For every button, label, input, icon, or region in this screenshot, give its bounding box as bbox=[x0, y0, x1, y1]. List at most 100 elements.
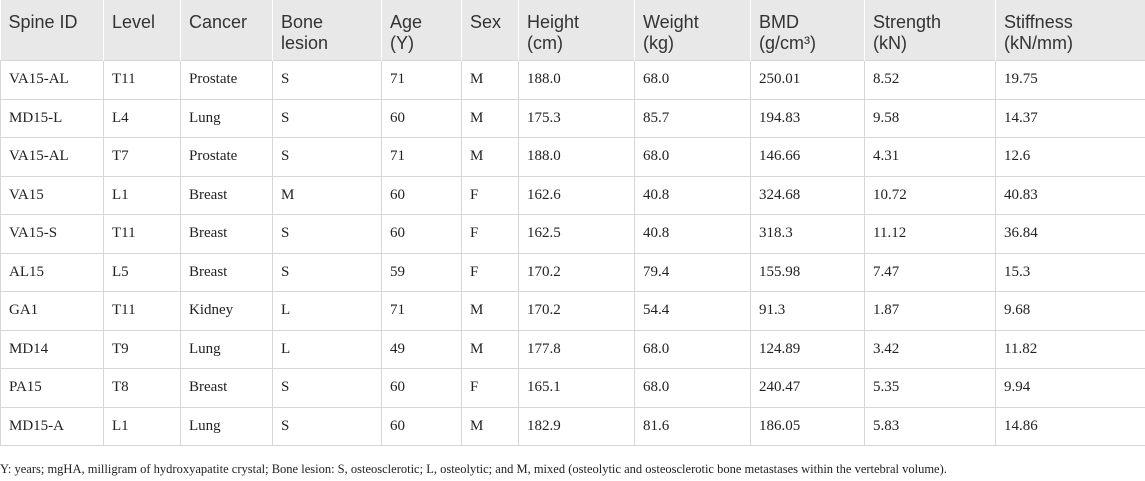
footnote: Y: years; mgHA, milligram of hydroxyapat… bbox=[0, 462, 947, 476]
header-cell: Stiffness (kN/mm) bbox=[995, 0, 1145, 61]
table-cell: 12.6 bbox=[995, 137, 1145, 177]
table-cell: T8 bbox=[103, 368, 181, 408]
table-cell: M bbox=[461, 291, 519, 331]
table-cell: 324.68 bbox=[750, 175, 865, 215]
table-cell: 60 bbox=[381, 175, 462, 215]
table-cell: MD15-A bbox=[0, 406, 104, 446]
table-cell: 60 bbox=[381, 214, 462, 254]
table-row: VA15-AL T11 Prostate S 71 M 188.0 68.0 250.01 8.5… bbox=[0, 60, 1145, 100]
header-cell: Cancer bbox=[180, 0, 273, 61]
header-cell: Spine ID bbox=[0, 0, 104, 61]
data-table: Spine ID Level Cancer Bone lesion Age (Y) Sex… bbox=[0, 0, 1145, 446]
table-cell: 250.01 bbox=[750, 60, 865, 100]
header-cell: Weight (kg) bbox=[634, 0, 751, 61]
header-cell: Bone lesion bbox=[272, 0, 382, 61]
table-cell: 3.42 bbox=[864, 329, 996, 369]
table-cell: Prostate bbox=[180, 60, 273, 100]
header-cell: BMD (g/cm³) bbox=[750, 0, 865, 61]
table-cell: Lung bbox=[180, 98, 273, 138]
table-cell: 177.8 bbox=[518, 329, 635, 369]
table-cell: 165.1 bbox=[518, 368, 635, 408]
table-row: VA15-AL T7 Prostate S 71 M 188.0 68.0 146.66 4.31… bbox=[0, 137, 1145, 177]
table-cell: 71 bbox=[381, 60, 462, 100]
table-cell: T9 bbox=[103, 329, 181, 369]
table-cell: 36.84 bbox=[995, 214, 1145, 254]
table-cell: M bbox=[461, 60, 519, 100]
table-cell: 170.2 bbox=[518, 252, 635, 292]
table-cell: MD14 bbox=[0, 329, 104, 369]
table-cell: 60 bbox=[381, 406, 462, 446]
header-cell: Height (cm) bbox=[518, 0, 635, 61]
table-cell: 11.82 bbox=[995, 329, 1145, 369]
table-cell: 124.89 bbox=[750, 329, 865, 369]
table-cell: Lung bbox=[180, 329, 273, 369]
table-cell: 60 bbox=[381, 98, 462, 138]
header-cell: Sex bbox=[461, 0, 519, 61]
table-cell: 71 bbox=[381, 137, 462, 177]
header-cell: Age (Y) bbox=[381, 0, 462, 61]
table-row: MD15-A L1 Lung S 60 M 182.9 81.6 186.05 5.83 14.86 bbox=[0, 406, 1145, 446]
table-cell: 9.94 bbox=[995, 368, 1145, 408]
table-cell: 81.6 bbox=[634, 406, 751, 446]
table-cell: Kidney bbox=[180, 291, 273, 331]
table-cell: F bbox=[461, 252, 519, 292]
table-row: AL15 L5 Breast S 59 F 170.2 79.4 155.98 7.47 15.3 bbox=[0, 252, 1145, 292]
table-cell: F bbox=[461, 368, 519, 408]
table-row: VA15 L1 Breast M 60 F 162.6 40.8 324.68 10.72 40.8… bbox=[0, 175, 1145, 215]
table-cell: L bbox=[272, 329, 382, 369]
table-cell: S bbox=[272, 214, 382, 254]
table-row: VA15-S T11 Breast S 60 F 162.5 40.8 318.3 11.12 36… bbox=[0, 214, 1145, 254]
table-cell: PA15 bbox=[0, 368, 104, 408]
table-cell: Breast bbox=[180, 368, 273, 408]
table-cell: Lung bbox=[180, 406, 273, 446]
table-cell: 162.6 bbox=[518, 175, 635, 215]
table-row: MD14 T9 Lung L 49 M 177.8 68.0 124.89 3.42 11.82 bbox=[0, 329, 1145, 369]
table-cell: T11 bbox=[103, 291, 181, 331]
table-cell: F bbox=[461, 175, 519, 215]
table-cell: 71 bbox=[381, 291, 462, 331]
table-cell: 146.66 bbox=[750, 137, 865, 177]
table-cell: L4 bbox=[103, 98, 181, 138]
table-cell: L1 bbox=[103, 406, 181, 446]
table-cell: 10.72 bbox=[864, 175, 996, 215]
table-cell: 68.0 bbox=[634, 137, 751, 177]
table-cell: 155.98 bbox=[750, 252, 865, 292]
table-row: GA1 T11 Kidney L 71 M 170.2 54.4 91.3 1.87 9.68 bbox=[0, 291, 1145, 331]
table-cell: MD15-L bbox=[0, 98, 104, 138]
table-cell: 11.12 bbox=[864, 214, 996, 254]
header-row: Spine ID Level Cancer Bone lesion Age (Y) Sex… bbox=[0, 0, 1145, 61]
table-cell: 15.3 bbox=[995, 252, 1145, 292]
table-cell: 91.3 bbox=[750, 291, 865, 331]
table-cell: T11 bbox=[103, 214, 181, 254]
table-cell: Prostate bbox=[180, 137, 273, 177]
table-cell: L bbox=[272, 291, 382, 331]
table-cell: Breast bbox=[180, 252, 273, 292]
table-cell: 60 bbox=[381, 368, 462, 408]
table-cell: L1 bbox=[103, 175, 181, 215]
table-cell: 59 bbox=[381, 252, 462, 292]
table-cell: 40.8 bbox=[634, 175, 751, 215]
table-cell: 85.7 bbox=[634, 98, 751, 138]
table-cell: 4.31 bbox=[864, 137, 996, 177]
table-cell: S bbox=[272, 406, 382, 446]
table-cell: M bbox=[272, 175, 382, 215]
table-cell: VA15-S bbox=[0, 214, 104, 254]
header-cell: Strength (kN) bbox=[864, 0, 996, 61]
table-cell: S bbox=[272, 137, 382, 177]
table-cell: 68.0 bbox=[634, 60, 751, 100]
table-cell: L5 bbox=[103, 252, 181, 292]
table-cell: VA15-AL bbox=[0, 60, 104, 100]
table-cell: 9.58 bbox=[864, 98, 996, 138]
table-cell: 194.83 bbox=[750, 98, 865, 138]
table-cell: M bbox=[461, 406, 519, 446]
table-cell: 9.68 bbox=[995, 291, 1145, 331]
table-cell: 175.3 bbox=[518, 98, 635, 138]
table-cell: S bbox=[272, 98, 382, 138]
table-cell: S bbox=[272, 252, 382, 292]
table-row: MD15-L L4 Lung S 60 M 175.3 85.7 194.83 9.58 14.37 bbox=[0, 98, 1145, 138]
table-cell: S bbox=[272, 368, 382, 408]
table-cell: 68.0 bbox=[634, 329, 751, 369]
table-cell: 40.83 bbox=[995, 175, 1145, 215]
table-cell: Breast bbox=[180, 214, 273, 254]
